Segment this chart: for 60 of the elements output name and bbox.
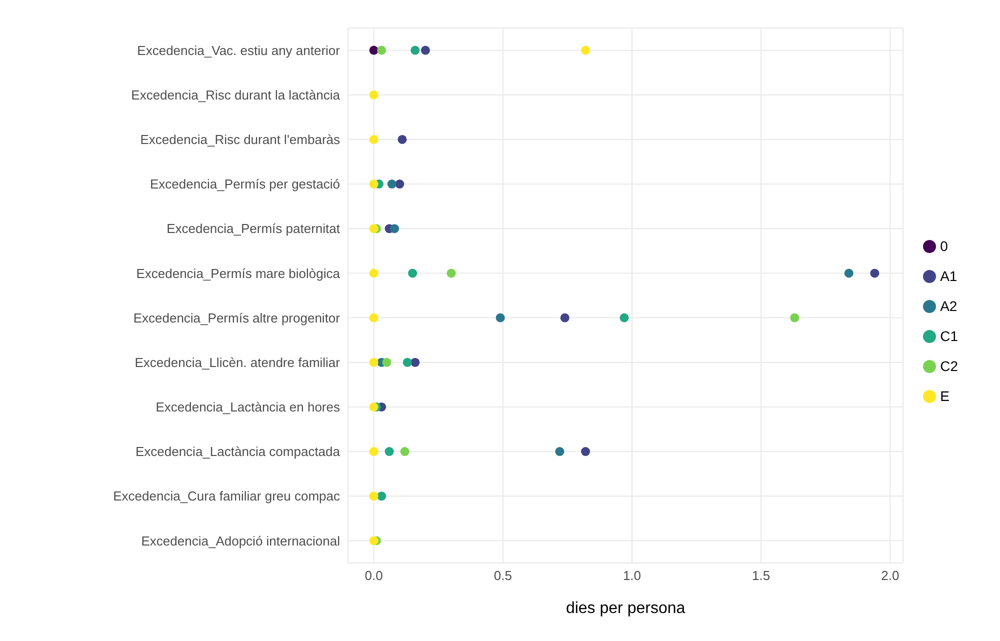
y-tick-label: Excedencia_Permís altre progenitor	[133, 310, 341, 326]
y-tick-label: Excedencia_Permís mare biològica	[136, 266, 341, 281]
point	[560, 313, 570, 322]
y-tick-label: Excedencia_Cura familiar greu compac	[113, 488, 340, 504]
y-tick-label: Excedencia_Risc durant l'embaràs	[140, 132, 340, 148]
point	[395, 180, 404, 189]
point	[369, 268, 378, 278]
point	[410, 46, 420, 55]
point	[369, 46, 378, 55]
legend-label: C1	[940, 328, 958, 344]
legend-label: A2	[940, 298, 958, 314]
point	[620, 313, 629, 322]
point	[420, 46, 430, 55]
point	[369, 536, 378, 546]
point	[369, 90, 378, 100]
point	[790, 313, 800, 322]
y-tick-label: Excedencia_Lactància en hores	[156, 400, 340, 415]
point	[844, 268, 854, 278]
legend-label: E	[940, 388, 950, 404]
x-tick-label: 1.0	[622, 568, 642, 584]
y-tick-label: Excedencia_Llicèn. atendre familiar	[134, 354, 341, 370]
point	[870, 268, 880, 278]
x-tick-label: 0.0	[364, 568, 383, 584]
point	[496, 313, 505, 322]
y-tick-label: Excedencia_Permís per gestació	[150, 176, 340, 192]
point	[369, 492, 378, 501]
y-tick-label: Excedencia_Adopció internacional	[141, 533, 340, 548]
point	[377, 492, 386, 501]
legend-label: A1	[940, 268, 958, 284]
point	[410, 358, 420, 367]
legend-label: 0	[940, 238, 948, 254]
y-tick-label: Excedencia_Vac. estiu any anterior	[137, 42, 341, 58]
y-tick-label: Excedencia_Permís paternitat	[166, 221, 340, 236]
point	[377, 46, 386, 55]
point	[581, 46, 590, 55]
point	[555, 447, 564, 456]
x-tick-label: 1.5	[752, 568, 770, 584]
x-tick-label: 2.0	[881, 568, 900, 584]
point	[369, 180, 378, 189]
point	[369, 402, 378, 412]
point	[369, 447, 378, 456]
point	[400, 447, 410, 456]
point	[408, 268, 418, 278]
point	[369, 313, 378, 322]
point	[369, 134, 378, 144]
point	[446, 268, 456, 278]
point	[369, 224, 378, 234]
x-axis-title: dies per persona	[566, 600, 686, 617]
point	[382, 358, 392, 367]
point	[387, 180, 396, 189]
legend-label: C2	[940, 358, 958, 374]
y-tick-label: Excedencia_Risc durant la lactància	[131, 87, 341, 102]
x-tick-label: 0.5	[494, 568, 512, 584]
point	[384, 447, 394, 456]
point	[402, 358, 412, 367]
point	[581, 447, 590, 456]
y-tick-label: Excedencia_Lactància compactada	[135, 444, 341, 460]
point	[390, 224, 399, 234]
point	[398, 134, 407, 144]
point	[369, 358, 378, 367]
